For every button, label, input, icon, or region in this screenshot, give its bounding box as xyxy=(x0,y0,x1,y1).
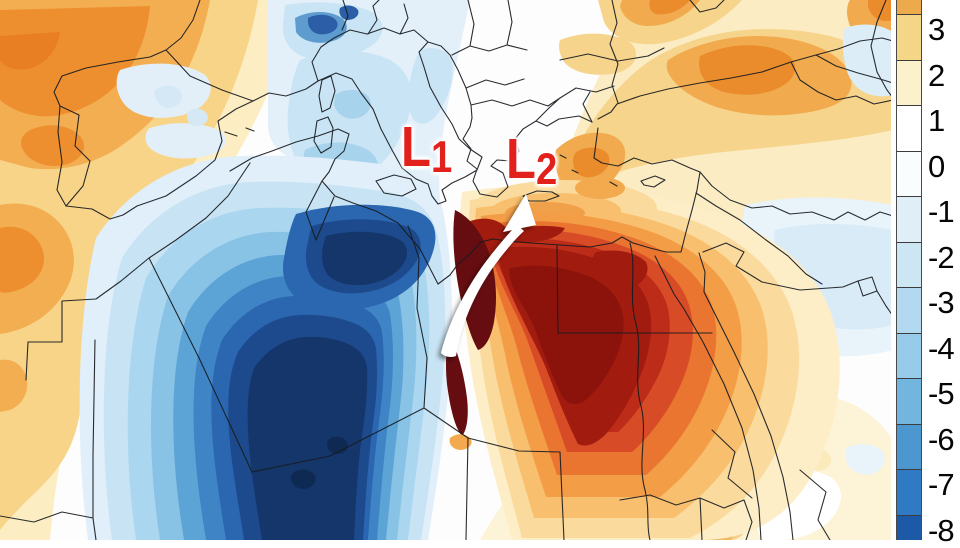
colorbar-tick--8: -8 xyxy=(928,512,955,548)
europe-coastlines xyxy=(53,0,894,253)
colorbar-segment xyxy=(897,197,921,243)
low1-letter: L xyxy=(401,115,431,179)
colorbar-segment xyxy=(897,242,921,288)
colorbar-segment xyxy=(897,60,921,106)
colorbar-segment xyxy=(897,424,921,470)
flow-arrow-icon xyxy=(441,194,536,357)
colorbar-tick--4: -4 xyxy=(928,330,955,366)
colorbar-segment xyxy=(897,15,921,61)
colorbar: 3 2 1 0 -1 -2 -3 -4 -5 -6 -7 -8 xyxy=(891,0,960,547)
colorbar-tick--7: -7 xyxy=(928,467,955,502)
europe-internal-borders xyxy=(59,0,665,207)
cold-anomaly-contours xyxy=(79,155,452,540)
low2-label: L2 xyxy=(506,131,557,192)
low2-letter: L xyxy=(506,127,536,191)
colorbar-tick--1: -1 xyxy=(928,194,955,229)
colorbar-tick-1: 1 xyxy=(928,103,945,138)
low1-subscript: 1 xyxy=(430,133,452,183)
colorbar-tick--3: -3 xyxy=(928,285,955,320)
low1-label: L1 xyxy=(401,119,452,180)
colorbar-segment xyxy=(897,0,921,15)
colorbar-segment xyxy=(897,288,921,334)
colorbar-tick-3: 3 xyxy=(928,12,945,47)
colorbar-segment xyxy=(897,151,921,197)
warm-field-anatolia xyxy=(540,0,893,250)
colorbar-tick--6: -6 xyxy=(928,421,955,457)
colorbar-tick-2: 2 xyxy=(928,57,945,93)
colorbar-segment xyxy=(897,333,921,379)
colorbar-strip xyxy=(896,0,922,540)
country-borders xyxy=(0,0,894,540)
colorbar-segment xyxy=(897,470,921,516)
colorbar-tick--2: -2 xyxy=(928,239,955,275)
colorbar-segment xyxy=(897,515,921,540)
africa-mideast-borders xyxy=(0,128,894,540)
colorbar-tick-0: 0 xyxy=(928,148,945,184)
colorbar-segment xyxy=(897,379,921,425)
colorbar-segment xyxy=(897,106,921,152)
low2-subscript: 2 xyxy=(535,145,557,195)
colorbar-tick--5: -5 xyxy=(928,376,955,411)
